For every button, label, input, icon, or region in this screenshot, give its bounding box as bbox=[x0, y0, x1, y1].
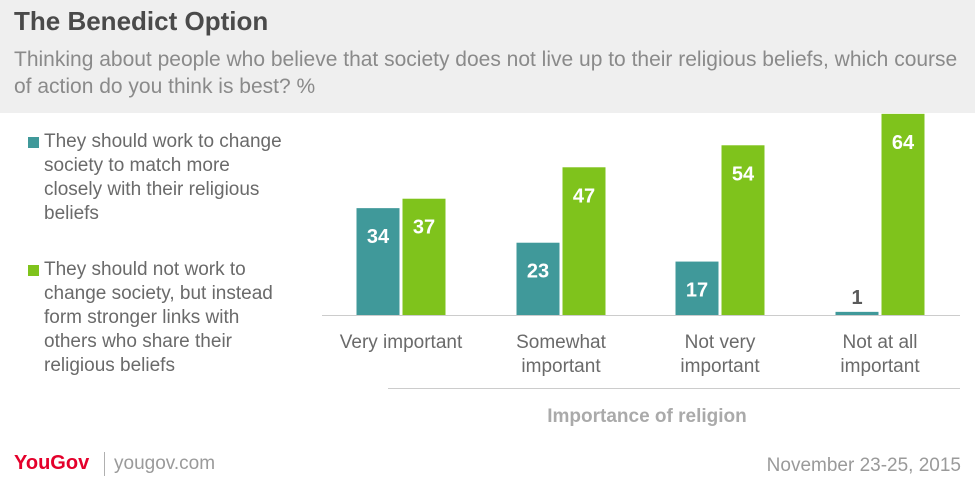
legend-swatch-green bbox=[28, 265, 39, 276]
data-label: 47 bbox=[573, 185, 595, 207]
footer-divider bbox=[104, 452, 105, 476]
bar-stronger-links-1 bbox=[562, 167, 606, 315]
legend-item-work-to-change: They should work to change society to ma… bbox=[28, 130, 290, 226]
yougov-logo: YouGov bbox=[14, 452, 90, 474]
chart-title: The Benedict Option bbox=[14, 6, 269, 36]
bar-stronger-links-3 bbox=[881, 113, 925, 315]
footer-site-link[interactable]: yougov.com bbox=[114, 453, 216, 474]
bar-change-society-1 bbox=[516, 242, 560, 315]
category-label: Somewhat bbox=[516, 332, 606, 353]
category-label: important bbox=[680, 356, 760, 377]
data-label: 1 bbox=[851, 287, 862, 309]
x-axis-title: Importance of religion bbox=[547, 406, 747, 427]
chart-subtitle: Thinking about people who believe that s… bbox=[14, 48, 958, 98]
legend-label-not-work-to-change: They should not work to change society, … bbox=[44, 259, 273, 376]
data-label: 64 bbox=[892, 132, 915, 154]
category-label: Not at all bbox=[843, 332, 918, 353]
footer-date: November 23-25, 2015 bbox=[766, 455, 961, 476]
legend-item-not-work-to-change: They should not work to change society, … bbox=[28, 258, 290, 378]
category-label: important bbox=[840, 356, 920, 377]
header-band: The Benedict Option Thinking about peopl… bbox=[0, 0, 975, 113]
data-label: 17 bbox=[686, 280, 708, 302]
legend-label-work-to-change: They should work to change society to ma… bbox=[44, 131, 282, 224]
bar-stronger-links-0 bbox=[402, 198, 446, 315]
data-label: 23 bbox=[527, 261, 549, 283]
data-label: 37 bbox=[413, 217, 435, 239]
bar-change-society-0 bbox=[356, 208, 400, 315]
bar-change-society-2 bbox=[675, 261, 719, 315]
category-label: Very important bbox=[340, 332, 463, 353]
bar-stronger-links-2 bbox=[721, 145, 765, 315]
bar-change-society-3 bbox=[835, 311, 879, 315]
category-label: important bbox=[521, 356, 601, 377]
data-label: 54 bbox=[732, 163, 755, 185]
category-label: Not very bbox=[685, 332, 756, 353]
legend-swatch-teal bbox=[28, 137, 39, 148]
data-label: 34 bbox=[367, 226, 390, 248]
